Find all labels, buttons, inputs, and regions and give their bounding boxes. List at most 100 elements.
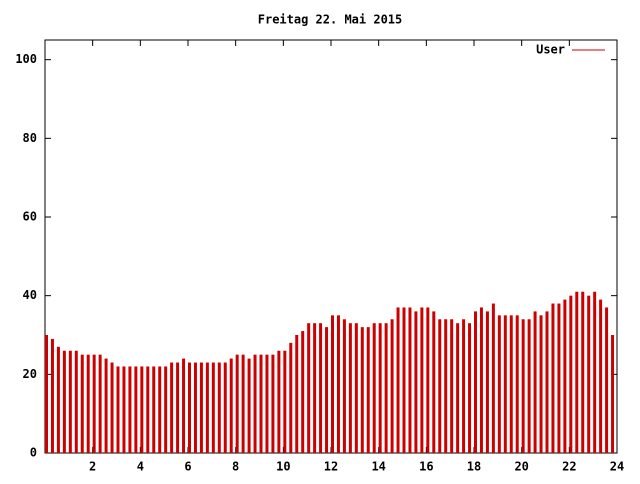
impulse-bar bbox=[80, 354, 84, 453]
impulse-bar bbox=[551, 303, 555, 453]
x-tick-label: 16 bbox=[419, 460, 433, 474]
impulse-bar bbox=[336, 315, 340, 453]
y-tick-label: 20 bbox=[23, 367, 37, 381]
impulse-bar bbox=[372, 323, 376, 453]
impulse-bar bbox=[599, 299, 603, 453]
impulse-bar bbox=[378, 323, 382, 453]
impulse-bar bbox=[146, 366, 150, 453]
impulse-bar bbox=[581, 291, 585, 453]
impulse-bar bbox=[152, 366, 156, 453]
impulse-bar bbox=[390, 319, 394, 453]
impulse-bar bbox=[45, 335, 48, 453]
impulse-bar bbox=[593, 291, 597, 453]
legend-label: User bbox=[536, 43, 565, 57]
x-tick-label: 22 bbox=[562, 460, 576, 474]
impulse-bar bbox=[56, 346, 60, 453]
impulse-bar bbox=[199, 362, 203, 453]
impulse-bar bbox=[527, 319, 531, 453]
impulse-bar bbox=[468, 323, 472, 453]
impulse-bar bbox=[331, 315, 334, 453]
impulse-bar bbox=[462, 319, 466, 453]
y-tick-label: 100 bbox=[15, 52, 37, 66]
impulse-bar bbox=[402, 307, 406, 453]
impulse-bar bbox=[235, 354, 239, 453]
impulse-bar bbox=[110, 362, 114, 453]
impulse-bar bbox=[569, 295, 573, 453]
impulse-bar bbox=[188, 362, 191, 453]
impulse-bar bbox=[420, 307, 424, 453]
impulse-bar bbox=[313, 323, 317, 453]
impulse-bar bbox=[50, 338, 54, 453]
impulse-bar bbox=[164, 366, 168, 453]
impulse-bar bbox=[301, 331, 305, 453]
impulse-bar bbox=[104, 358, 108, 453]
impulse-bar bbox=[205, 362, 209, 453]
impulse-bar bbox=[211, 362, 215, 453]
impulse-bar bbox=[116, 366, 120, 453]
x-tick-label: 8 bbox=[232, 460, 239, 474]
impulse-bar bbox=[134, 366, 138, 453]
impulse-bar bbox=[515, 315, 519, 453]
impulse-bar bbox=[491, 303, 495, 453]
impulse-bar bbox=[533, 311, 537, 453]
impulse-bar bbox=[384, 323, 388, 453]
impulse-bar bbox=[158, 366, 162, 453]
impulse-bar bbox=[545, 311, 549, 453]
x-tick-label: 10 bbox=[276, 460, 290, 474]
chart-title: Freitag 22. Mai 2015 bbox=[258, 13, 403, 27]
impulse-bar bbox=[611, 335, 615, 453]
y-tick-label: 60 bbox=[23, 210, 37, 224]
impulse-bar bbox=[319, 323, 323, 453]
impulse-bar bbox=[605, 307, 609, 453]
impulse-bar bbox=[140, 366, 144, 453]
impulse-bar bbox=[408, 307, 412, 453]
impulse-bar bbox=[74, 350, 78, 453]
impulse-bar bbox=[193, 362, 197, 453]
impulse-bar bbox=[587, 295, 591, 453]
x-tick-label: 4 bbox=[137, 460, 144, 474]
x-tick-label: 24 bbox=[610, 460, 624, 474]
impulse-bar bbox=[444, 319, 448, 453]
impulse-bar bbox=[62, 350, 66, 453]
impulse-bar bbox=[438, 319, 442, 453]
impulse-bar bbox=[509, 315, 513, 453]
impulse-bar bbox=[283, 350, 287, 453]
impulse-bar bbox=[241, 354, 245, 453]
impulse-bar bbox=[176, 362, 180, 453]
impulse-bar bbox=[68, 350, 72, 453]
x-tick-label: 14 bbox=[371, 460, 385, 474]
y-tick-label: 80 bbox=[23, 131, 37, 145]
impulse-bar bbox=[396, 307, 400, 453]
impulse-bar bbox=[456, 323, 460, 453]
impulse-bar bbox=[295, 335, 299, 453]
x-tick-label: 12 bbox=[324, 460, 338, 474]
impulse-bar bbox=[503, 315, 507, 453]
impulse-bar bbox=[253, 354, 257, 453]
impulse-bar bbox=[259, 354, 263, 453]
impulse-bar bbox=[485, 311, 489, 453]
impulse-bar bbox=[474, 311, 477, 453]
x-tick-label: 2 bbox=[89, 460, 96, 474]
impulse-bar bbox=[92, 354, 96, 453]
impulse-bar bbox=[86, 354, 90, 453]
impulse-bar bbox=[354, 323, 358, 453]
y-tick-label: 0 bbox=[30, 446, 37, 460]
impulse-bar bbox=[229, 358, 233, 453]
impulse-bar bbox=[342, 319, 346, 453]
x-tick-label: 20 bbox=[514, 460, 528, 474]
impulse-bar bbox=[122, 366, 126, 453]
impulse-bar bbox=[539, 315, 543, 453]
impulse-bar bbox=[98, 354, 102, 453]
impulse-bar bbox=[563, 299, 567, 453]
impulse-bar bbox=[182, 358, 186, 453]
impulse-bar bbox=[575, 291, 579, 453]
x-tick-label: 6 bbox=[184, 460, 191, 474]
impulse-bar bbox=[450, 319, 454, 453]
impulse-bar bbox=[307, 323, 311, 453]
impulse-bar bbox=[289, 342, 293, 453]
impulse-bar bbox=[217, 362, 221, 453]
impulse-bar bbox=[366, 327, 370, 453]
impulse-bar bbox=[247, 358, 251, 453]
impulse-bar bbox=[426, 307, 430, 453]
